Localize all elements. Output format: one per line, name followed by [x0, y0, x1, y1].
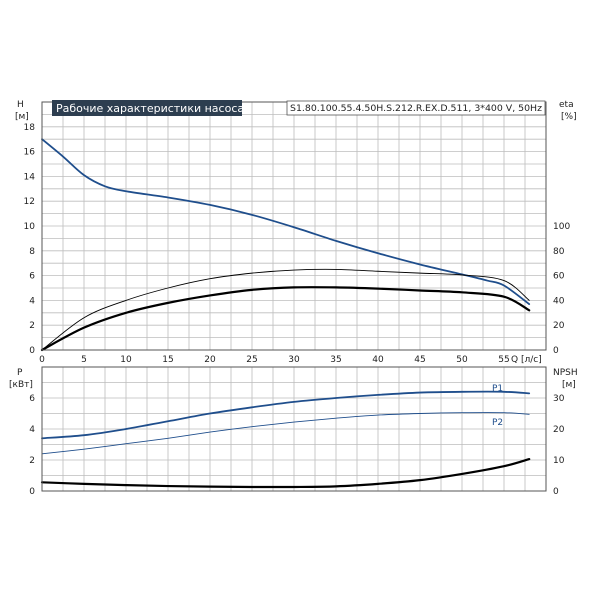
h-tick-label: 16: [24, 148, 36, 158]
bottom-plot-frame: [41, 366, 547, 492]
series-line-npsh: [40, 457, 531, 489]
h-tick-label: 0: [29, 346, 35, 356]
h-tick-label: 18: [24, 123, 36, 133]
x-tick-label: 30: [288, 355, 300, 365]
eta-tick-label: 20: [553, 321, 565, 331]
bottom-series-group: [40, 390, 531, 489]
series-line-p1: [41, 390, 531, 440]
bottom-grid: [42, 367, 546, 491]
x-tick-label: 25: [246, 355, 257, 365]
top-grid: [42, 102, 546, 350]
eta-tick-labels: 0 20 40 60 80 100: [553, 222, 570, 356]
h-tick-label: 12: [24, 197, 35, 207]
eta-tick-label: 80: [553, 247, 565, 257]
h-tick-label: 14: [24, 172, 36, 182]
h-tick-label: 6: [29, 272, 35, 282]
left-axis-unit-p: [кВт]: [9, 380, 33, 390]
eta-tick-label: 100: [553, 222, 570, 232]
npsh-tick-label: 10: [553, 456, 565, 466]
npsh-tick-label: 0: [553, 487, 559, 497]
power-npsh-panel: P [кВт] NPSH [м] P1 P2 0 2 4 6 0 10 20 30: [9, 366, 578, 497]
model-box: [286, 100, 546, 116]
x-tick-label: 20: [204, 355, 216, 365]
npsh-tick-label: 30: [553, 394, 565, 404]
series-label-p1: P1: [492, 384, 503, 394]
p-tick-label: 2: [29, 456, 35, 466]
x-tick-label: 15: [162, 355, 173, 365]
left-axis-unit-h: [м]: [15, 112, 29, 122]
x-tick-label: 35: [330, 355, 341, 365]
series-line-0: [41, 138, 531, 306]
x-tick-label: 50: [456, 355, 468, 365]
p-tick-labels: 0 2 4 6: [29, 394, 35, 497]
eta-tick-label: 60: [553, 272, 565, 282]
x-tick-label: 5: [81, 355, 87, 365]
x-tick-labels: 0 5 10 15 20 25 30 35 40 45 50 55: [39, 355, 510, 365]
x-tick-label: 10: [120, 355, 132, 365]
x-tick-label: 0: [39, 355, 45, 365]
right-axis-unit-npsh: [м]: [562, 380, 576, 390]
p-tick-label: 6: [29, 394, 35, 404]
npsh-tick-label: 20: [553, 425, 565, 435]
right-axis-label-npsh: NPSH: [553, 368, 578, 378]
top-series-group: [40, 138, 531, 352]
series-label-p2: P2: [492, 418, 503, 428]
right-axis-unit-eta: [%]: [561, 112, 577, 122]
x-tick-label: 40: [372, 355, 384, 365]
chart-title: Рабочие характеристики насоса: [56, 102, 244, 115]
series-line-1: [41, 268, 530, 351]
p-tick-label: 0: [29, 487, 35, 497]
eta-tick-label: 0: [553, 346, 559, 356]
x-axis-label-q: Q [л/с]: [511, 355, 542, 365]
p-tick-label: 4: [29, 425, 35, 435]
right-axis-label-eta: eta: [559, 100, 574, 110]
h-tick-label: 4: [29, 296, 35, 306]
left-axis-label-p: P: [17, 368, 23, 378]
series-line-p2: [41, 412, 530, 455]
eta-tick-label: 40: [553, 296, 565, 306]
x-tick-label: 55: [498, 355, 509, 365]
npsh-tick-labels: 0 10 20 30: [553, 394, 565, 497]
chart-title-box: [52, 100, 242, 116]
h-tick-labels: 0 2 4 6 8 10 12 14 16 18: [24, 123, 36, 356]
h-tick-label: 10: [24, 222, 36, 232]
x-tick-label: 45: [414, 355, 425, 365]
h-tick-label: 8: [29, 247, 35, 257]
h-tick-label: 2: [29, 321, 35, 331]
left-axis-label-h: H: [17, 100, 24, 110]
model-label: S1.80.100.55.4.50H.S.212.R.EX.D.511, 3*4…: [290, 104, 542, 114]
head-efficiency-panel: Рабочие характеристики насоса S1.80.100.…: [15, 100, 577, 365]
series-line-2: [40, 286, 531, 352]
